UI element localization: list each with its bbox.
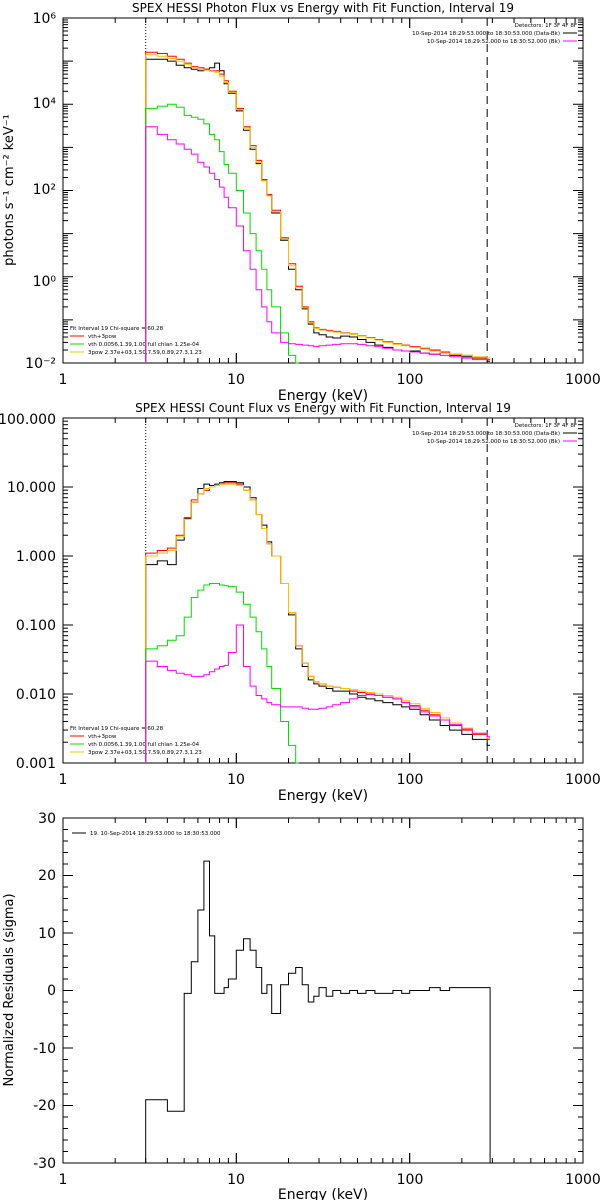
photon-flux-series: [145, 18, 491, 364]
legend-text: 3pow 2.37e+03,1.50,7.59,0.89,27.3,1.23: [88, 750, 202, 756]
residuals-series: [145, 860, 491, 1163]
y-tick-label: 10⁶: [33, 11, 57, 27]
y-tick-label: 0.010: [16, 687, 56, 703]
residuals-legend: 19. 10-Sep-2014 18:29:53.000 to 18:30:53…: [72, 831, 221, 837]
residuals-y-tick-labels: -30 -20 -10 0 10 20 30: [33, 811, 56, 1172]
x-tick-label: 1: [59, 1172, 68, 1188]
count-flux-legend-top-right: Detectors: 1F 3F 4F 8F 10-Sep-2014 18:29…: [412, 423, 577, 445]
residuals-x-axis-label: Energy (keV): [278, 1187, 368, 1200]
legend-text: 10-Sep-2014 18:29:53.000 to 18:30:53.000…: [412, 431, 560, 437]
y-tick-label: -30: [33, 1156, 56, 1172]
y-tick-label: 20: [38, 868, 56, 884]
legend-text: 10-Sep-2014 18:29:52.000 to 18:30:52.000…: [427, 39, 560, 45]
photon-flux-x-tick-labels: 1 10 100 1000: [59, 372, 600, 388]
legend-text: Fit Interval 19 Chi-square = 60.28: [70, 326, 164, 332]
residuals-frame: [62, 817, 584, 1164]
y-tick-label: 10²: [33, 182, 56, 198]
residuals-y-axis-label: Normalized Residuals (sigma): [2, 893, 17, 1086]
series-vth+3pow: [145, 54, 491, 363]
series-vth+3pow: [145, 483, 491, 763]
x-tick-label: 10: [227, 1172, 245, 1188]
x-tick-label: 100: [397, 372, 424, 388]
count-flux-x-tick-labels: 1 10 100 1000: [59, 772, 600, 788]
x-tick-label: 10: [227, 372, 245, 388]
photon-flux-ticks: [62, 17, 584, 364]
x-tick-label: 10: [227, 772, 245, 788]
photon-flux-title: SPEX HESSI Photon Flux vs Energy with Fi…: [132, 1, 514, 15]
y-tick-label: 10.000: [7, 480, 56, 496]
series-data: [145, 481, 491, 763]
y-tick-label: 10⁰: [33, 274, 57, 290]
count-flux-x-axis-label: Energy (keV): [278, 788, 368, 804]
series-data: [145, 58, 491, 363]
count-flux-frame: [62, 417, 584, 764]
count-flux-series: [145, 418, 491, 764]
series-vth: [145, 103, 299, 364]
legend-text: 3pow 2.37e+03,1.50,7.59,0.89,27.3,1.23: [88, 350, 202, 356]
y-tick-label: 100.000: [0, 412, 56, 428]
legend-text: vth+3pow: [88, 734, 117, 740]
legend-text: 19. 10-Sep-2014 18:29:53.000 to 18:30:53…: [90, 831, 221, 837]
x-tick-label: 1: [59, 372, 68, 388]
y-tick-label: 1.000: [16, 549, 56, 565]
legend-text: vth 0.0056,1.39,1.00 full chian 1.25e-04: [88, 742, 200, 748]
y-tick-label: 10⁻²: [25, 356, 56, 372]
legend-text: 10-Sep-2014 18:29:52.000 to 18:30:52.000…: [427, 439, 560, 445]
series-bk: [145, 126, 491, 363]
legend-text: vth 0.0056,1.39,1.00 full chian 1.25e-04: [88, 342, 200, 348]
y-tick-label: 10⁴: [33, 96, 57, 112]
y-tick-label: -20: [33, 1098, 56, 1114]
photon-flux-y-tick-labels: 10⁻² 10⁰ 10² 10⁴ 10⁶: [25, 11, 56, 372]
x-tick-label: 1000: [565, 772, 600, 788]
count-flux-legend-bottom-left: Fit Interval 19 Chi-square = 60.28 vth+3…: [70, 726, 202, 756]
legend-text: Detectors: 1F 3F 4F 8F: [515, 423, 577, 429]
y-tick-label: 0.001: [16, 756, 56, 772]
x-tick-label: 1000: [565, 1172, 600, 1188]
y-tick-label: 0.100: [16, 618, 56, 634]
residuals-x-tick-labels: 1 10 100 1000: [59, 1172, 600, 1188]
x-tick-label: 100: [397, 772, 424, 788]
x-tick-label: 1: [59, 772, 68, 788]
legend-text: 10-Sep-2014 18:29:53.000 to 18:30:53.000…: [412, 31, 560, 37]
residuals-ticks: [62, 817, 584, 1164]
series-data-bk: [145, 482, 491, 763]
count-flux-panel: SPEX HESSI Count Flux vs Energy with Fit…: [0, 401, 600, 804]
y-tick-label: -10: [33, 1041, 56, 1057]
count-flux-y-tick-labels: 0.001 0.010 0.100 1.000 10.000 100.000: [0, 412, 56, 772]
y-tick-label: 0: [47, 983, 56, 999]
legend-text: vth+3pow: [88, 334, 117, 340]
residuals-panel: 1 10 100 1000 -30 -20 -10 0 10 20 30 Ene…: [2, 811, 600, 1200]
count-flux-ticks: [62, 417, 584, 764]
series-residuals: [145, 860, 491, 1163]
series-bk: [145, 624, 491, 763]
x-tick-label: 1000: [565, 372, 600, 388]
legend-text: Fit Interval 19 Chi-square = 60.28: [70, 726, 164, 732]
photon-flux-legend-top-right: Detectors: 1F 3F 4F 8F 10-Sep-2014 18:29…: [412, 23, 577, 45]
photon-flux-y-axis-label: photons s⁻¹ cm⁻² keV⁻¹: [2, 114, 17, 266]
y-tick-label: 30: [38, 811, 56, 827]
series-data-bk: [145, 51, 491, 363]
count-flux-title: SPEX HESSI Count Flux vs Energy with Fit…: [135, 401, 511, 415]
legend-text: Detectors: 1F 3F 4F 8F: [515, 23, 577, 29]
x-tick-label: 100: [397, 1172, 424, 1188]
series-vth: [145, 583, 299, 764]
photon-flux-x-axis-label: Energy (keV): [278, 388, 368, 404]
y-tick-label: 10: [38, 926, 56, 942]
photon-flux-frame: [62, 17, 584, 364]
photon-flux-legend-bottom-left: Fit Interval 19 Chi-square = 60.28 vth+3…: [70, 326, 202, 356]
photon-flux-panel: SPEX HESSI Photon Flux vs Energy with Fi…: [2, 1, 600, 404]
